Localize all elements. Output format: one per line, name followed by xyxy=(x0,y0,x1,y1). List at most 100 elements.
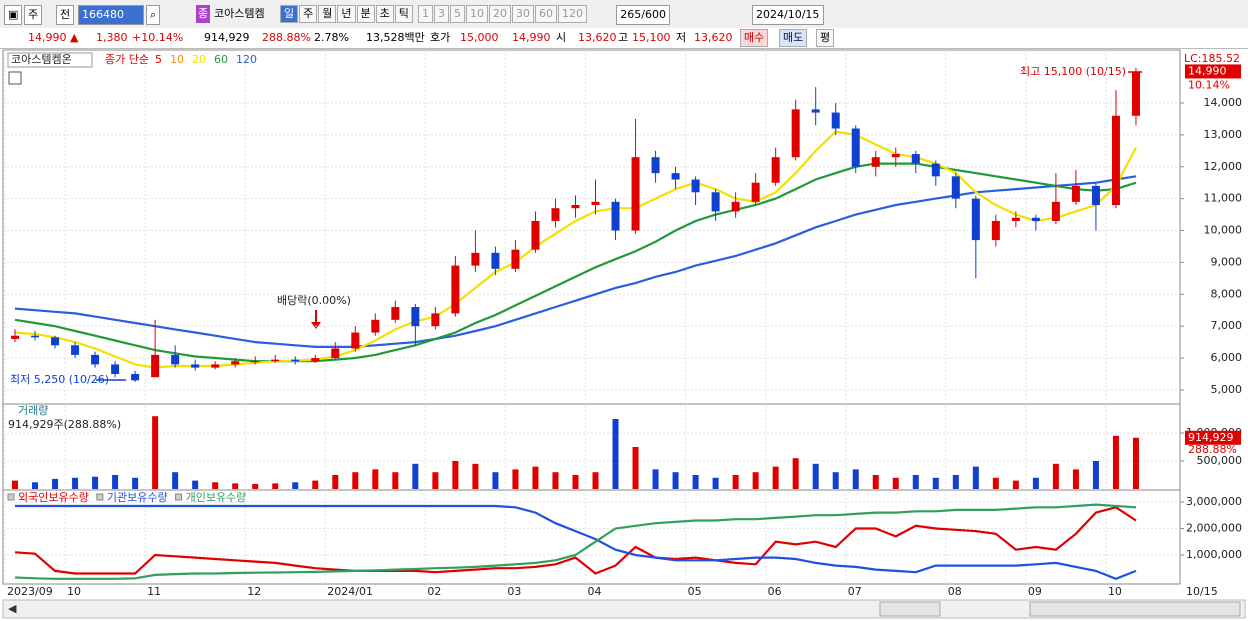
volume-bar xyxy=(772,466,779,489)
last-price-box xyxy=(1185,64,1241,79)
x-tick-label: 05 xyxy=(688,585,702,598)
candle-body xyxy=(631,157,640,231)
count-input[interactable]: 265/600 xyxy=(616,5,670,25)
candle-body xyxy=(351,332,360,349)
candle-body xyxy=(211,364,220,368)
volume-bar xyxy=(112,475,119,489)
volume-bar xyxy=(872,475,879,489)
interval-button[interactable]: 1 xyxy=(418,5,433,23)
y-tick-label: 10,000 xyxy=(1204,224,1243,237)
volume-bar xyxy=(912,475,919,489)
legend-entry: 5 xyxy=(155,53,162,66)
code-input[interactable]: 166480 xyxy=(78,5,144,25)
volume-bar xyxy=(752,472,759,489)
candle-body xyxy=(531,220,540,250)
y-tick-label: 9,000 xyxy=(1211,255,1243,268)
legend-entry: 기관보유수량 xyxy=(107,491,168,504)
volume-bar xyxy=(272,483,279,489)
volume-bar xyxy=(32,482,39,489)
volume-bar xyxy=(672,472,679,489)
y-tick-label: 12,000 xyxy=(1204,160,1243,173)
candle-body xyxy=(271,359,280,362)
x-tick-label: 10 xyxy=(67,585,81,598)
candle-body xyxy=(451,265,460,314)
candle-body xyxy=(931,163,940,177)
volume-bar xyxy=(292,482,299,489)
grid-icon[interactable] xyxy=(8,71,22,85)
stock-name: 코아스템켐 xyxy=(214,7,265,20)
scroll-left[interactable]: ◀ xyxy=(8,602,17,615)
candle-body xyxy=(671,173,680,180)
ma-line xyxy=(14,175,1137,348)
interval-button[interactable]: 120 xyxy=(558,5,587,23)
candle-body xyxy=(151,354,160,378)
volume-bar xyxy=(452,461,459,489)
change: 1,380 xyxy=(96,31,128,44)
period-button[interactable]: 일 xyxy=(280,5,299,23)
date-input[interactable]: 2024/10/15 xyxy=(752,5,824,25)
candle-body xyxy=(591,201,600,206)
price-pane xyxy=(2,49,1181,405)
volume-bar xyxy=(412,463,419,489)
y-tick-label: 5,000 xyxy=(1211,383,1243,396)
period-button[interactable]: 월 xyxy=(318,5,337,23)
candle-body xyxy=(511,249,520,269)
volume-bar xyxy=(1072,469,1079,489)
volume-bar xyxy=(432,472,439,489)
last-price-label: 14,990 xyxy=(1188,64,1227,77)
candle-body xyxy=(571,205,580,209)
candle-body xyxy=(231,361,240,365)
volume-bar xyxy=(532,466,539,489)
period-button[interactable]: 틱 xyxy=(394,5,413,23)
interval-button[interactable]: 60 xyxy=(535,5,557,23)
low: 13,620 xyxy=(694,31,733,44)
zoom-tools[interactable] xyxy=(1029,601,1241,617)
candle-body xyxy=(391,307,400,320)
sell-button[interactable]: 매도 xyxy=(779,29,808,47)
volume-bar xyxy=(212,482,219,489)
period-button[interactable]: 주 xyxy=(299,5,318,23)
legend-entry: 개인보유수량 xyxy=(186,491,247,504)
volume-bar xyxy=(232,483,239,489)
interval-button[interactable]: 20 xyxy=(489,5,511,23)
buy-button[interactable]: 매수 xyxy=(740,29,769,47)
volume-bar xyxy=(692,475,699,489)
window-icon[interactable]: ▣ xyxy=(4,5,23,25)
volume-bar xyxy=(1052,463,1059,489)
low-label: 저 xyxy=(676,31,687,44)
prev-button[interactable]: 전 xyxy=(56,5,75,25)
volume-bar xyxy=(892,477,899,489)
pane-subtitle: 914,929주(288.88%) xyxy=(8,418,121,431)
search-button[interactable]: ⌕ xyxy=(146,5,161,25)
volume-bar xyxy=(612,419,619,489)
period-button[interactable]: 초 xyxy=(375,5,394,23)
avg-button[interactable]: 평 xyxy=(816,29,835,47)
x-end-label: 10/15 xyxy=(1186,585,1218,598)
volume-bar xyxy=(992,477,999,489)
candle-body xyxy=(191,364,200,368)
period-button[interactable]: 년 xyxy=(337,5,356,23)
candle-body xyxy=(91,354,100,365)
candle-body xyxy=(851,128,860,167)
y-tick-label: 13,000 xyxy=(1204,128,1243,141)
volume-bar xyxy=(152,416,159,489)
candle-body xyxy=(311,358,320,362)
period-button[interactable]: 분 xyxy=(356,5,375,23)
interval-button[interactable]: 5 xyxy=(450,5,465,23)
candle-body xyxy=(251,361,260,363)
candle-body xyxy=(331,348,340,359)
last-volume-box xyxy=(1185,430,1241,445)
candle-body xyxy=(171,354,180,365)
volume-bar xyxy=(1092,461,1099,489)
interval-button[interactable]: 30 xyxy=(512,5,534,23)
market-select[interactable]: 주 xyxy=(24,5,43,25)
interval-button[interactable]: 3 xyxy=(434,5,449,23)
x-tick-label: 08 xyxy=(948,585,962,598)
price: 14,990 ▲ xyxy=(28,31,79,44)
candle-body xyxy=(1031,217,1040,221)
interval-button[interactable]: 10 xyxy=(466,5,488,23)
volume-bar xyxy=(1032,477,1039,489)
nav-buttons[interactable] xyxy=(879,601,941,617)
last-volume-label: 914,929 xyxy=(1188,431,1234,444)
